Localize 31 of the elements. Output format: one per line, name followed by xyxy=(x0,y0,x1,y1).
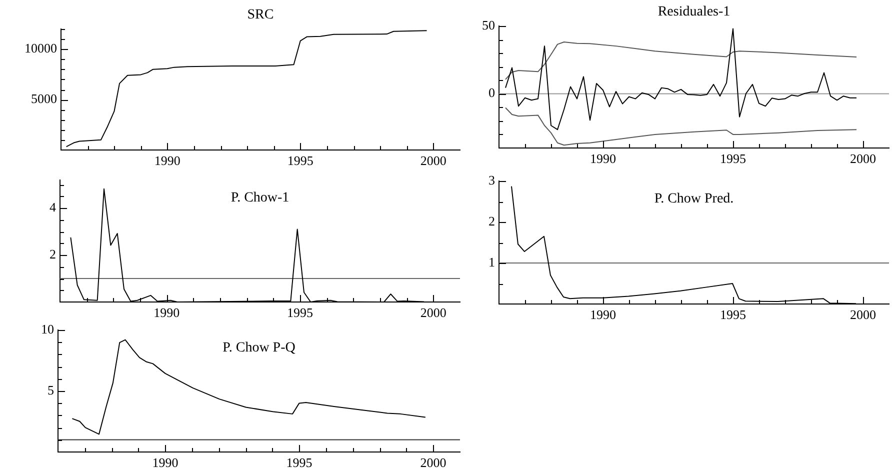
text: P. Chow-1 xyxy=(230,190,290,206)
y-tick-label: 10000 xyxy=(24,40,57,56)
x-tick-label: 2000 xyxy=(850,151,876,166)
x-tick-label: 1990 xyxy=(152,455,178,470)
x-tick-label: 1995 xyxy=(720,307,746,322)
y-tick-label: 10 xyxy=(41,321,54,336)
x-tick-label: 2000 xyxy=(850,307,876,322)
x-tick-label: 2000 xyxy=(420,153,446,168)
x-tick-label: 1995 xyxy=(286,455,312,470)
chart-title: Residuales-1 xyxy=(658,4,730,20)
y-tick-label: 1 xyxy=(488,254,495,270)
y-tick-label: 2 xyxy=(50,246,56,262)
x-tick-label: 1995 xyxy=(287,305,313,320)
x-tick-label: 1990 xyxy=(590,151,616,166)
x-tick-label: 2000 xyxy=(420,305,446,320)
y-tick-label: 4 xyxy=(50,200,56,215)
x-tick-label: 1995 xyxy=(287,153,314,168)
x-tick-label: 1990 xyxy=(590,307,616,322)
y-tick-label: 2 xyxy=(488,213,495,228)
y-tick-label: 5000 xyxy=(31,91,57,106)
y-tick-label: 5 xyxy=(48,382,54,398)
y-tick-label: 0 xyxy=(488,85,495,100)
x-tick-label: 1995 xyxy=(720,151,746,166)
text: P. Chow Pred. xyxy=(654,192,734,207)
x-tick-label: 1990 xyxy=(154,305,180,320)
text: P. Chow P-Q xyxy=(222,340,296,356)
x-tick-label: 1990 xyxy=(154,153,180,168)
x-tick-label: 2000 xyxy=(420,455,446,470)
y-tick-label: 50 xyxy=(482,17,495,32)
chart-title: SRC xyxy=(247,8,274,23)
y-tick-label: 3 xyxy=(488,172,495,188)
